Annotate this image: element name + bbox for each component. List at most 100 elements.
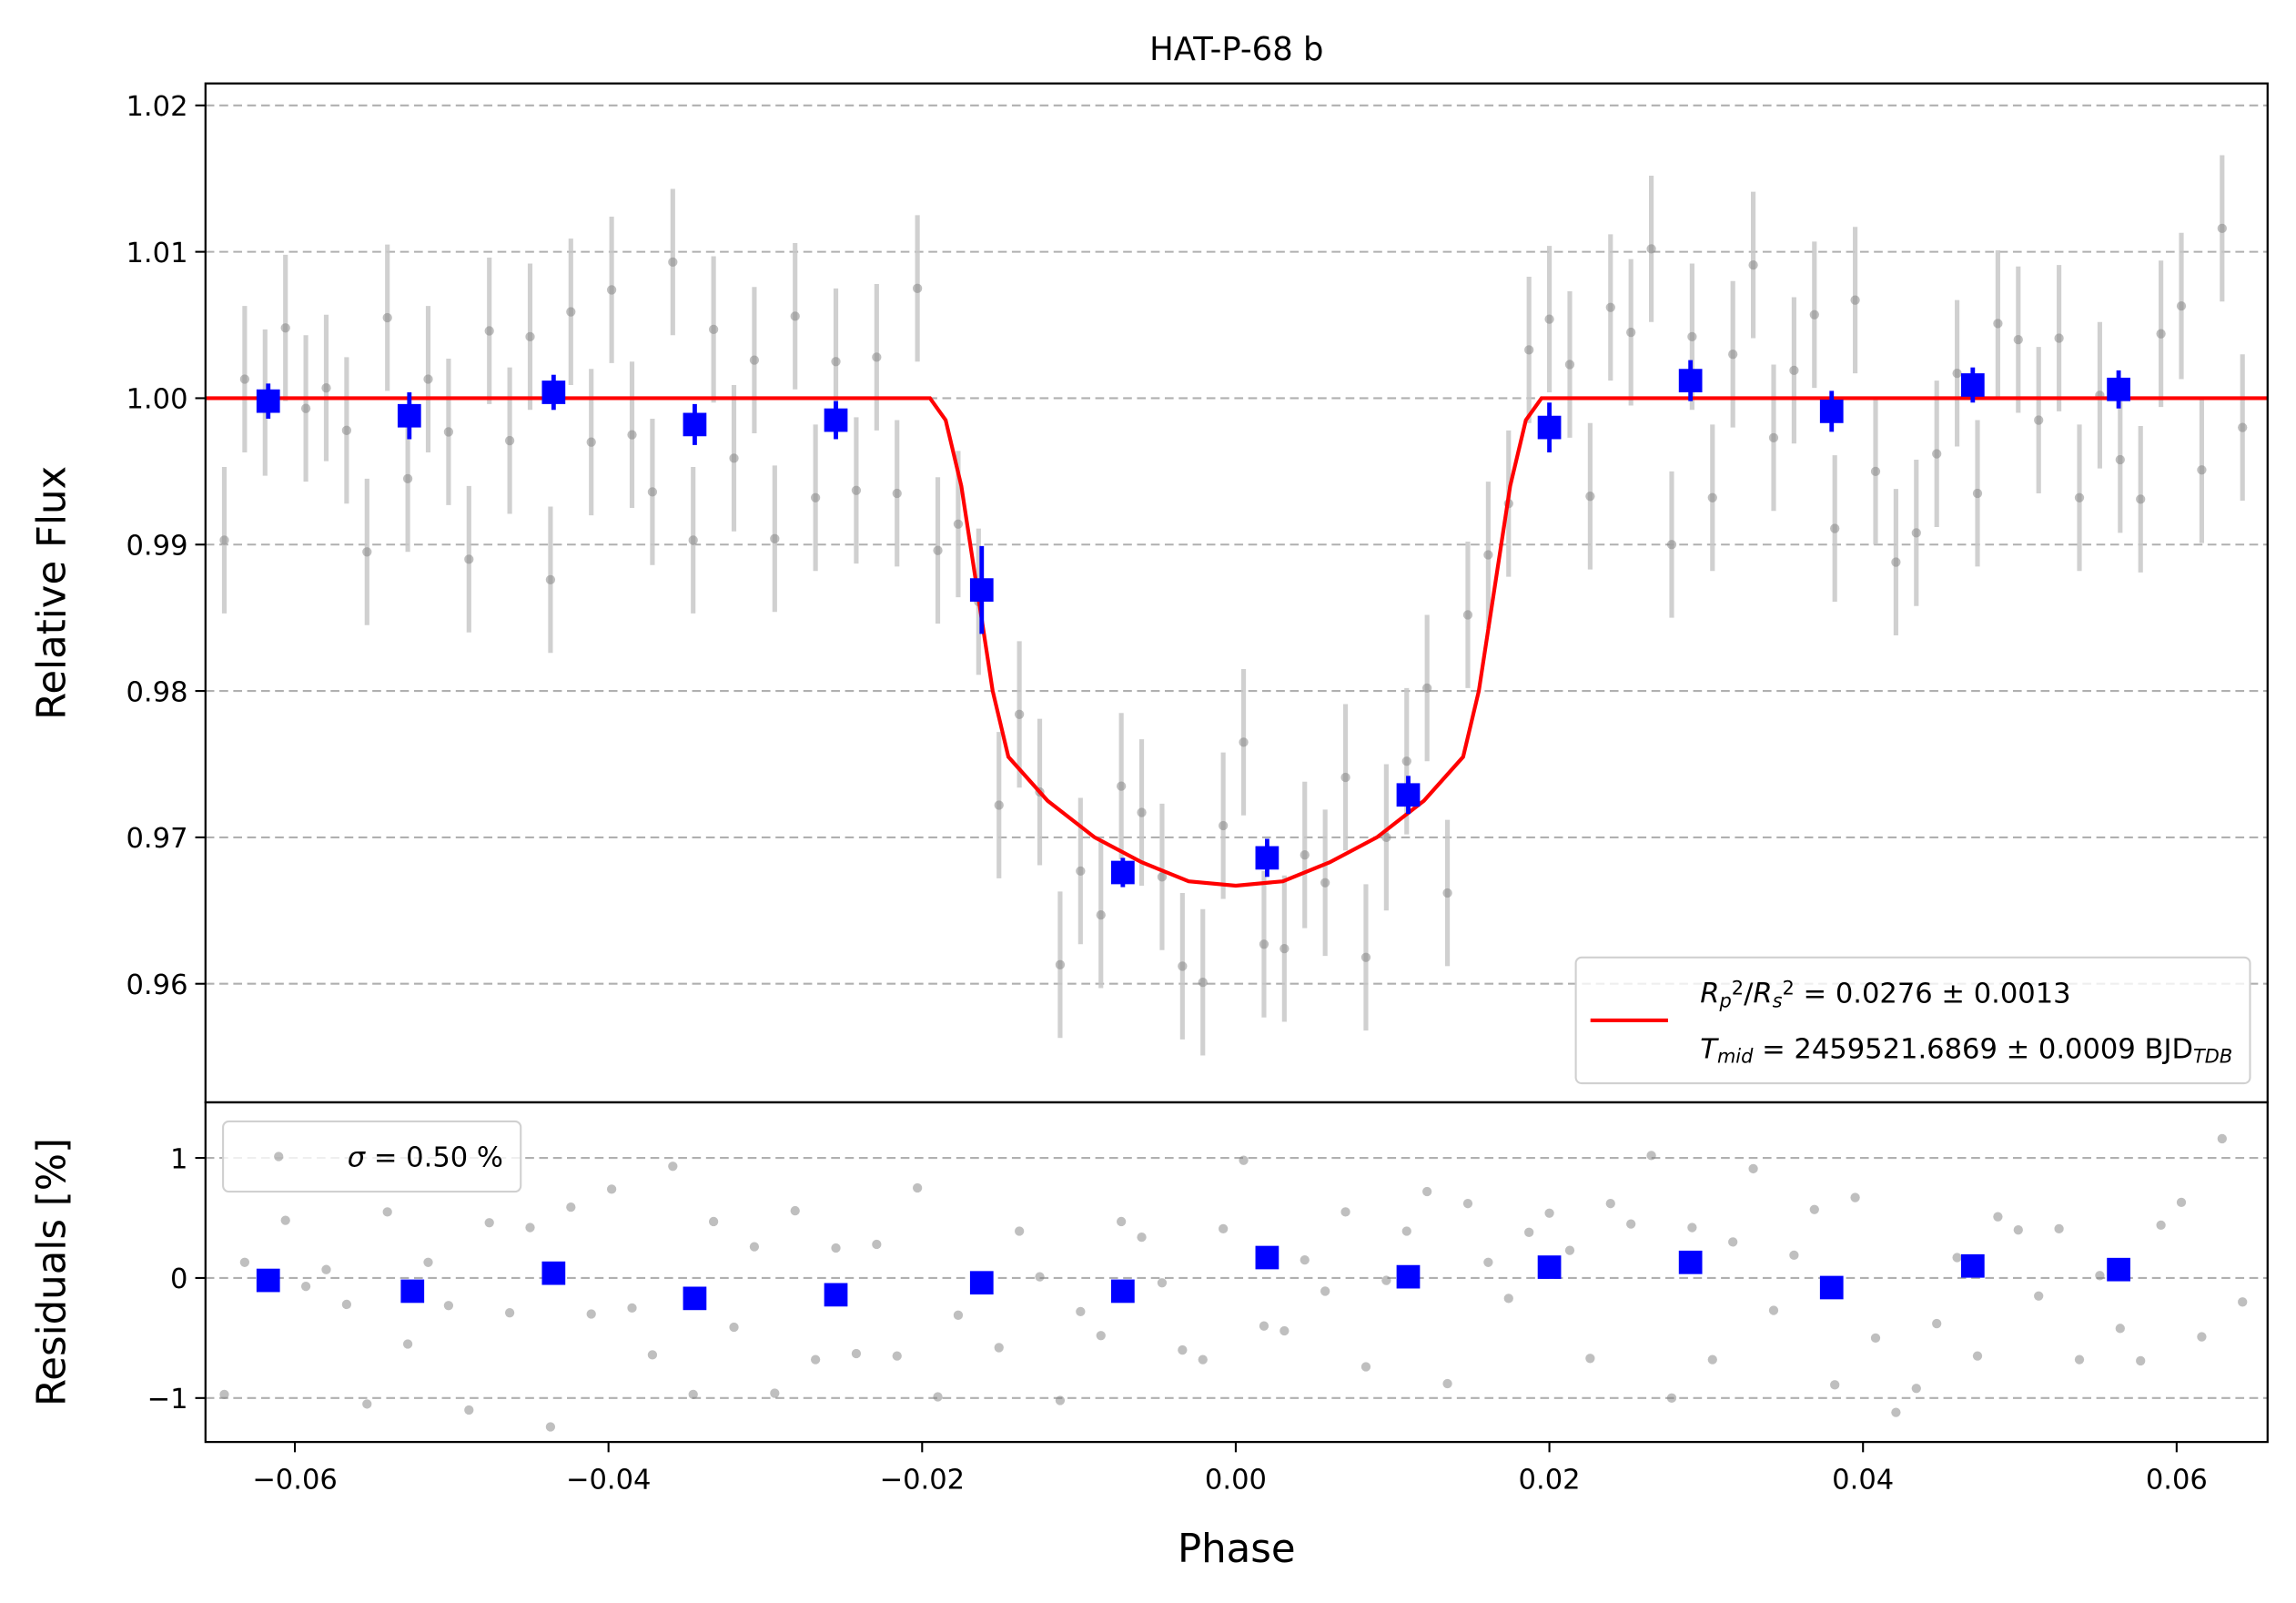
data-point: [1666, 540, 1677, 550]
legend-text-part: T: [1700, 1034, 1719, 1066]
data-point: [1422, 1186, 1432, 1197]
data-point: [2034, 1291, 2044, 1301]
data-point: [1911, 1384, 1921, 1394]
binned-point: [1678, 1250, 1703, 1274]
data-point: [627, 430, 637, 440]
data-point: [545, 574, 556, 585]
data-point: [1891, 1407, 1901, 1417]
data-point: [525, 1223, 535, 1233]
data-point: [219, 1389, 229, 1400]
data-point: [402, 473, 413, 484]
binned-point: [541, 1261, 566, 1285]
data-point: [1850, 295, 1860, 305]
data-point: [1707, 492, 1717, 502]
binned-point: [541, 380, 566, 404]
data-point: [1300, 1255, 1310, 1265]
data-point: [1422, 683, 1432, 694]
data-point: [994, 1343, 1004, 1353]
binned-point: [256, 389, 280, 413]
data-point: [606, 1184, 617, 1194]
legend-text-part: 2: [1732, 977, 1744, 999]
data-point: [566, 307, 576, 317]
data-point: [2238, 1297, 2248, 1307]
data-point: [1055, 959, 1066, 969]
data-point: [1768, 432, 1779, 443]
data-point: [851, 485, 862, 495]
data-point: [1096, 1331, 1106, 1341]
data-point: [1259, 1321, 1269, 1331]
data-point: [2013, 334, 2023, 345]
data-point: [1564, 1245, 1575, 1255]
data-point: [872, 1239, 882, 1250]
y-tick-label: 0: [170, 1263, 187, 1295]
data-point: [362, 547, 372, 557]
data-point: [1687, 331, 1697, 342]
binned-point: [2107, 377, 2130, 401]
data-point: [1219, 820, 1229, 831]
data-point: [525, 331, 535, 342]
data-point: [1809, 309, 1819, 320]
binned-point: [1819, 400, 1844, 423]
y-tick-label: −1: [147, 1384, 187, 1415]
data-point: [1096, 909, 1106, 920]
data-point: [1809, 1204, 1819, 1214]
y-tick-label: 1.02: [126, 91, 187, 123]
data-point: [1870, 1333, 1881, 1344]
binned-point: [1255, 846, 1279, 870]
binned-point: [969, 578, 994, 602]
data-point: [2013, 1225, 2023, 1235]
data-point: [2176, 1197, 2187, 1207]
x-tick-label: −0.06: [252, 1465, 338, 1496]
data-point: [1360, 952, 1371, 962]
binned-point: [1960, 373, 1985, 397]
data-point: [810, 1354, 821, 1365]
data-point: [2115, 454, 2125, 465]
data-point: [1320, 1286, 1330, 1296]
data-point: [831, 357, 841, 367]
data-point: [1605, 1199, 1615, 1209]
data-point: [2197, 1332, 2207, 1342]
data-point: [2054, 1223, 2064, 1234]
y-axis-label: Residuals [%]: [29, 1138, 75, 1406]
data-point: [1972, 1351, 1983, 1361]
legend-label: Rp2/Rs2 = 0.0276 ± 0.0013: [1700, 977, 2070, 1012]
plot-area: [219, 1133, 2248, 1432]
data-point: [790, 311, 800, 321]
data-point: [1239, 737, 1249, 747]
data-point: [1116, 1216, 1127, 1227]
data-point: [504, 1308, 515, 1318]
plot-area: [205, 155, 2268, 1056]
data-point: [300, 1282, 311, 1292]
data-point: [1993, 319, 2003, 329]
data-point: [566, 1202, 576, 1212]
data-point: [1728, 350, 1738, 360]
data-point: [341, 1299, 352, 1310]
binned-point: [1111, 860, 1135, 885]
data-point: [1789, 365, 1799, 376]
y-tick-label: 1: [170, 1143, 187, 1175]
data-point: [1830, 523, 1840, 533]
data-point: [892, 1351, 902, 1361]
binned-point: [824, 1283, 848, 1307]
data-point: [1666, 1393, 1677, 1403]
data-point: [688, 535, 698, 545]
data-point: [1055, 1395, 1066, 1405]
data-point: [1198, 1354, 1208, 1365]
model-line: [205, 396, 2268, 888]
data-point: [749, 1242, 760, 1252]
data-point: [1116, 781, 1127, 791]
binned-point: [2107, 1257, 2130, 1282]
binned-point: [1819, 1275, 1844, 1300]
binned-point: [1537, 415, 1562, 440]
data-point: [1360, 1362, 1371, 1372]
data-point: [606, 285, 617, 295]
data-point: [933, 545, 943, 555]
legend-text-part: 2: [1783, 977, 1795, 999]
data-point: [1014, 1226, 1025, 1236]
data-point: [321, 1264, 331, 1274]
y-tick-label: 0.96: [126, 969, 187, 1001]
data-point: [912, 283, 923, 293]
data-point: [647, 1350, 658, 1360]
legend-box: [222, 1120, 522, 1193]
